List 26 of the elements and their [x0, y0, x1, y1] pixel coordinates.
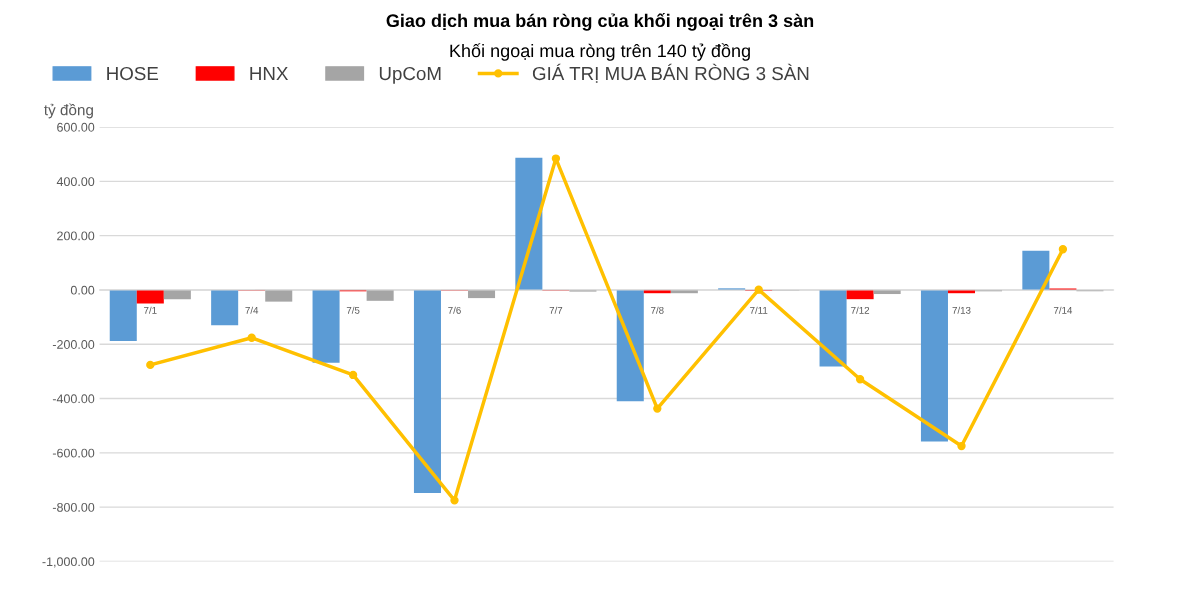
x-tick-label: 7/6 — [448, 306, 461, 314]
x-tick-label: 7/14 — [1053, 306, 1073, 314]
x-tick-label: 7/4 — [245, 306, 259, 314]
x-tick-label: 7/13 — [952, 306, 971, 314]
x-tick-label: 7/5 — [346, 306, 360, 314]
legend-label: UpCoM — [379, 66, 441, 84]
y-tick-label: 400.00 — [56, 177, 95, 187]
x-tick-label: 7/1 — [144, 306, 157, 314]
y-tick-label: -400.00 — [52, 394, 95, 404]
y-tick-label: 0.00 — [70, 285, 95, 295]
x-tick-label: 7/7 — [549, 306, 563, 314]
y-axis-title: tỷ đồng — [44, 103, 93, 119]
y-tick-label: 200.00 — [57, 231, 95, 241]
x-tick-label: 7/12 — [851, 306, 870, 314]
x-tick-label: 7/11 — [750, 306, 768, 314]
legend-label: HOSE — [107, 66, 159, 81]
y-tick-label: -800.00 — [52, 502, 95, 512]
y-tick-label: -600.00 — [52, 448, 95, 458]
x-tick-label: 7/8 — [651, 306, 664, 314]
y-tick-label: -200.00 — [52, 340, 95, 349]
chart-subtitle: Khối ngoại mua ròng trên 140 tỷ đồng — [450, 43, 750, 61]
chart-title: Giao dịch mua bán ròng của khối ngoại trên 3 sàn — [386, 13, 814, 31]
legend-label: GIÁ TRỊ MUA BÁN RÒNG 3 SÀN — [532, 63, 809, 83]
y-tick-label: -1,000.00 — [42, 557, 95, 568]
y-tick-label: 600.00 — [57, 122, 95, 132]
legend-label: HNX — [250, 67, 289, 80]
